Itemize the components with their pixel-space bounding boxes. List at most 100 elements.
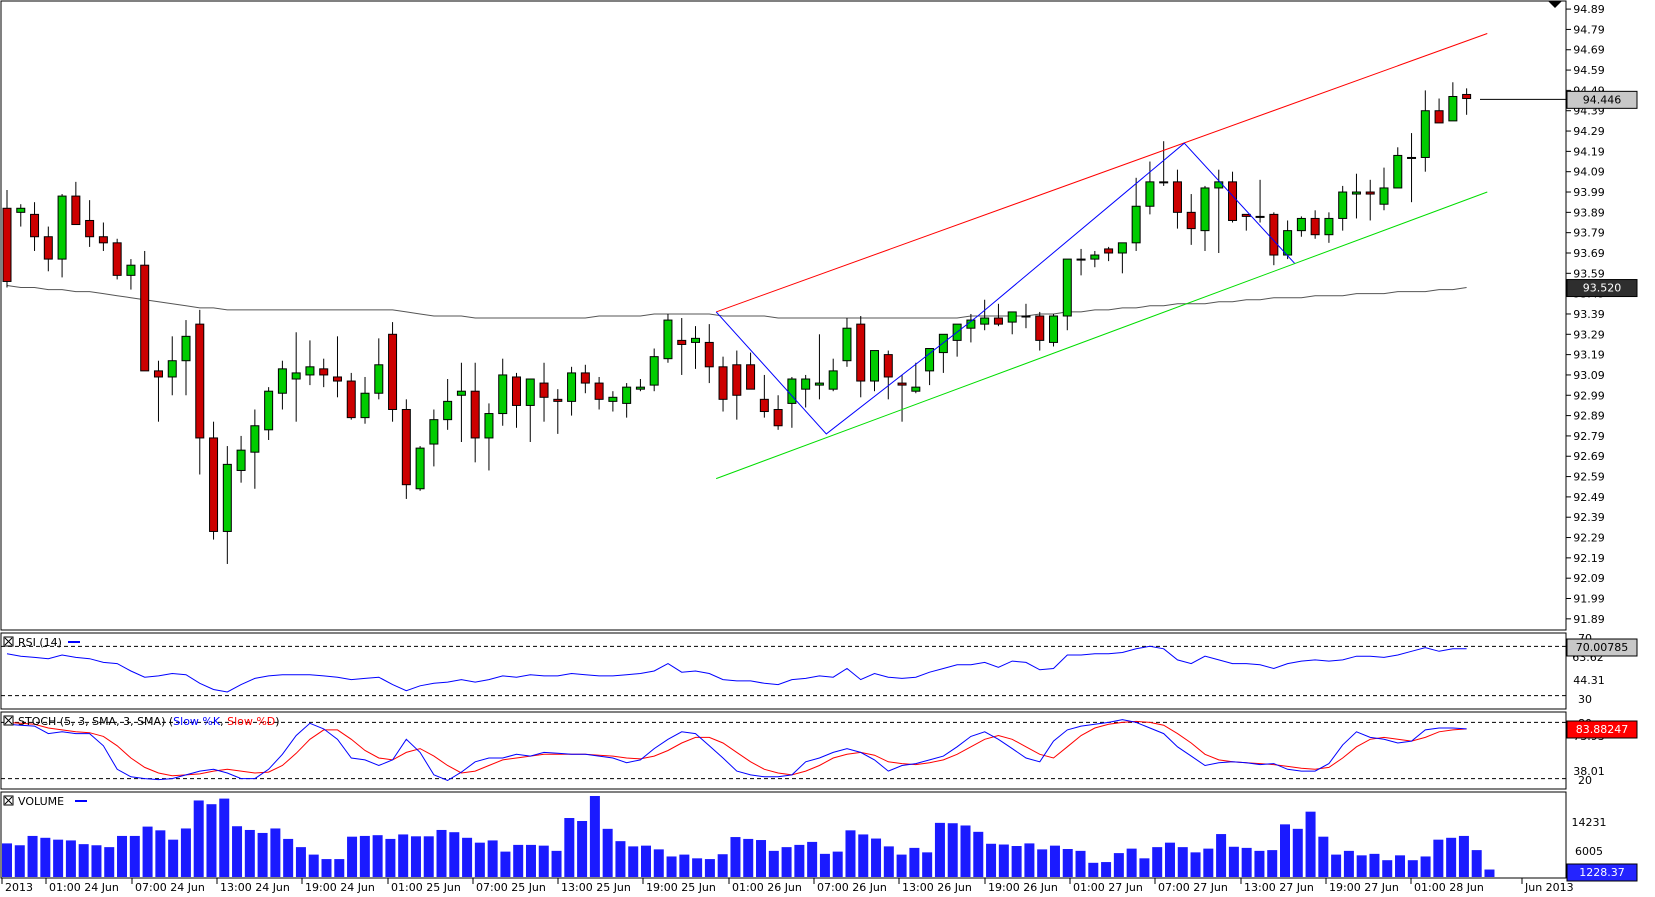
volume-value-label: 1228.37 xyxy=(1579,866,1625,879)
candle-body xyxy=(1228,181,1238,221)
rsi-tick-label: 30 xyxy=(1578,693,1592,706)
candle-body xyxy=(1434,110,1444,124)
close-icon[interactable] xyxy=(4,796,13,805)
time-tick-label: 19:00 26 Jun xyxy=(988,881,1058,894)
candle-body xyxy=(553,398,563,402)
candle xyxy=(759,374,769,418)
candle-body xyxy=(429,419,439,445)
candle-body xyxy=(511,376,521,406)
candle-body xyxy=(1283,230,1293,256)
candle xyxy=(814,334,824,400)
candle xyxy=(1186,194,1196,245)
candle xyxy=(1228,171,1238,223)
volume-bar xyxy=(104,847,115,877)
volume-bar xyxy=(858,834,869,877)
stoch-legend-d: Slow %D xyxy=(227,715,275,728)
candle-body xyxy=(911,386,921,392)
candle-body xyxy=(374,364,384,394)
volume-bar xyxy=(577,821,588,877)
candle xyxy=(622,383,632,418)
candle-body xyxy=(1021,315,1031,318)
candle-body xyxy=(732,364,742,396)
close-icon[interactable] xyxy=(4,716,13,725)
volume-bar xyxy=(922,852,933,877)
rsi-tick-label: 44.31 xyxy=(1573,674,1605,687)
close-icon[interactable] xyxy=(4,637,13,646)
candle-body xyxy=(346,380,356,419)
candle xyxy=(1131,177,1141,251)
candle xyxy=(388,322,398,422)
candle xyxy=(883,350,893,400)
volume-bar xyxy=(679,854,690,877)
price-tick-label: 91.89 xyxy=(1573,613,1605,626)
candle xyxy=(346,372,356,420)
price-tick-label: 93.59 xyxy=(1573,267,1605,280)
volume-bar xyxy=(1395,855,1406,877)
time-tick-label: 01:00 24 Jun xyxy=(49,881,119,894)
candle xyxy=(911,362,921,394)
time-tick-label: 07:00 25 Jun xyxy=(476,881,546,894)
volume-bar xyxy=(1305,811,1316,877)
candle-body xyxy=(691,337,700,343)
volume-bar xyxy=(1113,853,1124,877)
price-tick-label: 92.39 xyxy=(1573,511,1605,524)
candle-body xyxy=(525,378,535,406)
time-tick-label: 13:00 25 Jun xyxy=(561,881,631,894)
time-tick-label: 19:00 24 Jun xyxy=(305,881,375,894)
volume-bar xyxy=(65,840,76,877)
ma-value-label: 93.520 xyxy=(1583,282,1622,295)
stoch-title: STOCH (5, 3, SMA, 3, SMA) (Slow %K, Slow… xyxy=(18,715,280,728)
candle xyxy=(773,395,783,430)
volume-bar xyxy=(168,839,179,877)
candle-body xyxy=(1131,205,1141,244)
volume-bar xyxy=(257,832,268,877)
time-tick-label: 19:00 25 Jun xyxy=(646,881,716,894)
candle xyxy=(608,391,618,412)
candle xyxy=(663,313,673,363)
candle-body xyxy=(580,372,590,384)
time-tick-label: 19:00 27 Jun xyxy=(1329,881,1399,894)
candle-body xyxy=(85,219,95,238)
candle xyxy=(360,376,370,424)
candle xyxy=(1076,248,1086,276)
trendline xyxy=(715,191,1488,480)
candle xyxy=(1035,311,1045,351)
candle xyxy=(553,389,563,434)
candle-body xyxy=(291,372,301,380)
candle xyxy=(594,376,604,410)
stoch-levels xyxy=(1,721,1566,780)
volume-bar xyxy=(1484,869,1495,877)
candle xyxy=(374,338,384,400)
candle xyxy=(277,360,287,410)
candle xyxy=(484,403,494,471)
volume-bar xyxy=(832,851,843,877)
volume-bar xyxy=(334,859,345,877)
price-tick-label: 92.89 xyxy=(1573,410,1605,423)
scroll-marker-icon[interactable] xyxy=(1548,1,1562,8)
volume-bar xyxy=(436,829,447,877)
candle xyxy=(1324,212,1334,243)
candle-body xyxy=(332,376,342,382)
volume-bar xyxy=(871,838,882,877)
volume-bar xyxy=(704,859,715,877)
price-tick-label: 93.89 xyxy=(1573,206,1605,219)
candle-body xyxy=(1104,248,1114,254)
stoch-value-box xyxy=(1566,720,1638,739)
candle xyxy=(167,336,177,396)
candle xyxy=(264,387,274,440)
candle-body xyxy=(264,390,274,431)
volume-bar xyxy=(756,840,767,877)
volume-bar xyxy=(1037,849,1048,877)
price-tick-label: 92.79 xyxy=(1573,430,1605,443)
volume-bar xyxy=(347,836,358,877)
candle-body xyxy=(305,366,315,376)
volume-bar xyxy=(1011,846,1022,877)
candle xyxy=(1090,250,1100,268)
volume-bar xyxy=(219,798,230,877)
volume-bar xyxy=(117,835,128,877)
volume-bar xyxy=(1343,850,1354,877)
candle-body xyxy=(993,317,1003,325)
volume-bar xyxy=(1254,850,1265,877)
candle xyxy=(870,350,880,392)
